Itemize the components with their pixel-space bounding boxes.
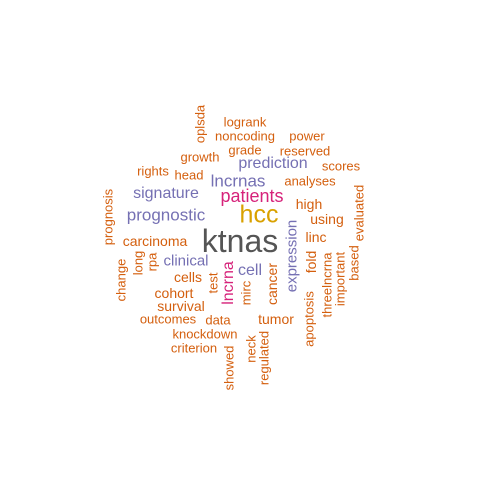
word-reserved: reserved bbox=[279, 143, 331, 159]
word-cancer: cancer bbox=[264, 262, 280, 306]
word-linc: linc bbox=[305, 229, 327, 245]
word-signature: signature bbox=[133, 185, 199, 202]
word-power: power bbox=[289, 128, 325, 144]
word-important: important bbox=[332, 251, 348, 307]
word-patients: patients bbox=[220, 186, 284, 206]
word-oplsda: oplsda bbox=[192, 104, 208, 144]
word-evaluated: evaluated bbox=[351, 184, 367, 242]
word-logrank: logrank bbox=[223, 114, 267, 130]
word-scores: scores bbox=[321, 158, 361, 174]
word-cohort: cohort bbox=[154, 285, 194, 301]
word-hcc: hcc bbox=[239, 200, 279, 229]
word-carcinoma: carcinoma bbox=[122, 233, 188, 249]
word-data: data bbox=[205, 312, 231, 328]
word-lncrna: lncrna bbox=[220, 261, 237, 305]
word-clinical: clinical bbox=[163, 252, 209, 270]
word-long: long bbox=[130, 250, 146, 276]
word-apoptosis: apoptosis bbox=[301, 291, 317, 347]
word-analyses: analyses bbox=[284, 173, 336, 189]
word-prognostic: prognostic bbox=[126, 205, 206, 225]
word-expression: expression bbox=[283, 219, 301, 293]
word-showed: showed bbox=[221, 345, 237, 391]
word-knockdown: knockdown bbox=[172, 326, 238, 342]
word-lncrnas: lncrnas bbox=[210, 171, 266, 191]
word-prognosis: prognosis bbox=[100, 188, 116, 246]
word-growth: growth bbox=[180, 149, 220, 165]
word-noncoding: noncoding bbox=[215, 128, 275, 144]
word-ktnas: ktnas bbox=[201, 223, 279, 259]
word-criterion: criterion bbox=[170, 340, 218, 356]
word-tumor: tumor bbox=[258, 311, 294, 327]
word-cell: cell bbox=[237, 262, 263, 279]
word-outcomes: outcomes bbox=[139, 311, 197, 327]
word-cells: cells bbox=[173, 269, 203, 285]
word-head: head bbox=[174, 167, 204, 183]
word-change: change bbox=[113, 258, 129, 302]
word-prediction: prediction bbox=[238, 155, 308, 172]
word-grade: grade bbox=[228, 142, 262, 158]
word-based: based bbox=[346, 245, 362, 281]
word-mirc: mirc bbox=[238, 280, 254, 306]
word-high: high bbox=[295, 196, 323, 212]
word-regulated: regulated bbox=[256, 330, 272, 386]
word-rights: rights bbox=[137, 163, 169, 179]
word-using: using bbox=[310, 211, 344, 227]
word-fold: fold bbox=[303, 250, 319, 274]
word-rpa: rpa bbox=[144, 252, 160, 272]
word-survival: survival bbox=[157, 298, 205, 314]
word-test: test bbox=[205, 272, 221, 294]
